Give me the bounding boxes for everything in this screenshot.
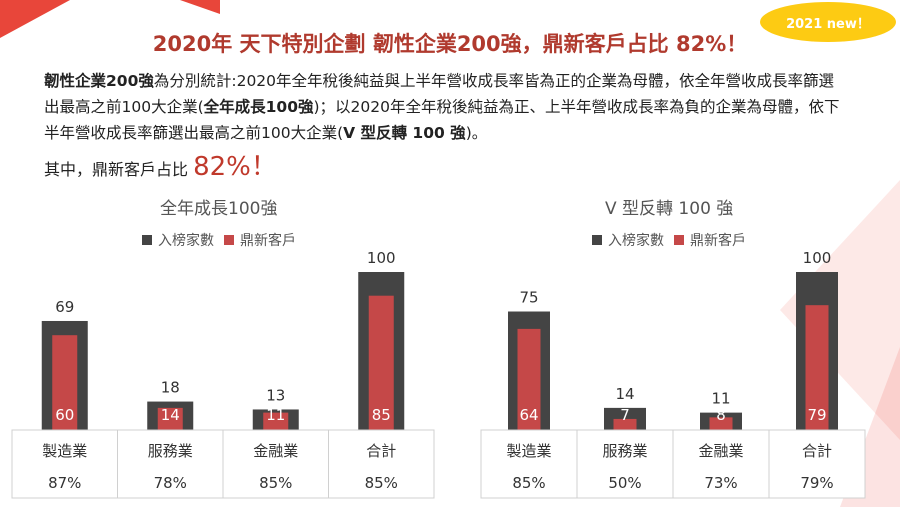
percentage-label: 87% bbox=[48, 474, 81, 492]
corner-decoration bbox=[0, 0, 70, 38]
bar-client bbox=[517, 328, 541, 430]
share-suffix: ！ bbox=[250, 152, 277, 182]
percentage-label: 79% bbox=[800, 474, 833, 492]
legend-client-swatch bbox=[224, 235, 234, 245]
table-cell bbox=[328, 429, 435, 499]
desc-text-3: )。 bbox=[465, 124, 488, 142]
data-label-total: 18 bbox=[161, 379, 180, 397]
description: 韌性企業200強為分別統計:2020年全年稅後純益與上半年營收成長率皆為正的企業… bbox=[44, 68, 844, 146]
bar-client bbox=[157, 407, 183, 430]
data-label-total: 69 bbox=[55, 298, 74, 316]
table-cell bbox=[672, 429, 770, 499]
desc-bold-3: V 型反轉 100 強 bbox=[343, 124, 466, 142]
data-label-client: 85 bbox=[372, 406, 391, 424]
legend-total-label: 入榜家數 bbox=[158, 233, 214, 249]
share-label: 其中，鼎新客戶占比 bbox=[44, 160, 194, 179]
table-cell bbox=[768, 429, 866, 499]
page-title: 2020年 天下特別企劃 韌性企業200強，鼎新客戶占比 82%！ bbox=[152, 32, 748, 56]
percentage-label: 73% bbox=[704, 474, 737, 492]
legend-total-swatch bbox=[592, 235, 602, 245]
legend-client-label: 鼎新客戶 bbox=[690, 233, 746, 249]
bar-client bbox=[263, 412, 289, 430]
category-label: 合計 bbox=[802, 442, 832, 460]
bar-client bbox=[613, 418, 637, 430]
legend-total-label: 入榜家數 bbox=[608, 233, 664, 249]
percentage-label: 85% bbox=[259, 474, 292, 492]
table-cell bbox=[117, 429, 224, 499]
chart2-legend: 入榜家數 鼎新客戶 bbox=[592, 230, 746, 250]
data-label-total: 11 bbox=[711, 390, 730, 408]
desc-text-2: )；以2020年全年稅後純益為正、上半年營收成長率為負的企業為母體，依下半年營收… bbox=[44, 98, 840, 142]
desc-text-1: 為分別統計:2020年全年稅後純益與上半年營收成長率皆為正的企業為母體，依全年營… bbox=[44, 72, 835, 116]
data-label-client: 79 bbox=[807, 406, 826, 424]
bar-client bbox=[805, 305, 829, 430]
data-label-total: 13 bbox=[266, 386, 285, 404]
share-value: 82% bbox=[193, 152, 251, 182]
data-label-client: 8 bbox=[716, 406, 726, 424]
data-label-total: 14 bbox=[615, 385, 634, 403]
chart2-title: V 型反轉 100 強 bbox=[605, 199, 734, 219]
category-label: 金融業 bbox=[253, 442, 298, 460]
new-badge: 2021 new！ bbox=[760, 2, 896, 42]
data-label-client: 11 bbox=[266, 406, 285, 424]
category-label: 服務業 bbox=[602, 442, 647, 460]
bar-client bbox=[368, 295, 394, 430]
percentage-label: 85% bbox=[365, 474, 398, 492]
client-share: 其中，鼎新客戶占比 82%！ bbox=[44, 146, 277, 183]
data-label-client: 64 bbox=[519, 406, 538, 424]
category-label: 服務業 bbox=[148, 442, 193, 460]
desc-bold-2: 全年成長100強 bbox=[203, 98, 314, 116]
bar-client bbox=[709, 417, 733, 430]
category-label: 合計 bbox=[366, 442, 396, 460]
category-label: 製造業 bbox=[506, 442, 551, 460]
top-decoration bbox=[180, 0, 220, 14]
legend-client-swatch bbox=[674, 235, 684, 245]
legend-client-label: 鼎新客戶 bbox=[240, 233, 296, 249]
percentage-label: 78% bbox=[154, 474, 187, 492]
table-cell bbox=[576, 429, 674, 499]
data-label-client: 60 bbox=[55, 406, 74, 424]
chart1-legend: 入榜家數 鼎新客戶 bbox=[142, 230, 296, 250]
data-label-client: 7 bbox=[620, 406, 630, 424]
legend-total-swatch bbox=[142, 235, 152, 245]
data-label-client: 14 bbox=[161, 406, 180, 424]
bar-client bbox=[52, 335, 78, 430]
data-label-total: 75 bbox=[519, 289, 538, 307]
data-label-total: 100 bbox=[803, 249, 832, 267]
table-cell bbox=[480, 429, 578, 499]
category-label: 製造業 bbox=[42, 442, 87, 460]
data-label-total: 100 bbox=[367, 249, 396, 267]
percentage-label: 85% bbox=[512, 474, 545, 492]
desc-bold-1: 韌性企業200強 bbox=[44, 72, 154, 90]
chart1-title: 全年成長100強 bbox=[160, 199, 278, 219]
percentage-label: 50% bbox=[608, 474, 641, 492]
category-label: 金融業 bbox=[698, 442, 743, 460]
